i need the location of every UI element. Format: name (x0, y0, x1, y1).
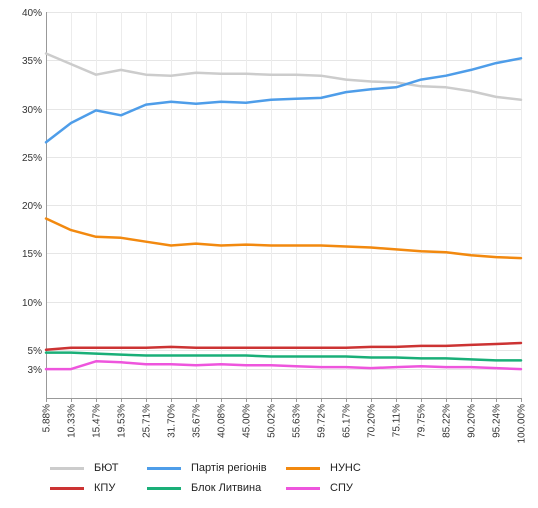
x-tick-label: 85.22% (442, 404, 453, 438)
y-tick-label: 35% (22, 56, 42, 67)
legend-swatch-lytvyn-bloc (147, 486, 181, 490)
x-tick-label: 100.00% (517, 404, 528, 444)
axes (46, 12, 522, 402)
x-tick-label: 5.88% (42, 404, 53, 432)
y-tick-label: 10% (22, 298, 42, 309)
x-axis-ticks: 5.88% 10.33% 15.47% 19.53% 25.71% 31.70% 35.67… (42, 404, 528, 444)
x-tick-label: 59.72% (317, 404, 328, 438)
legend-swatch-byut (50, 466, 84, 470)
x-tick-label: 75.11% (392, 404, 403, 437)
legend-label-spu: СПУ (330, 482, 353, 494)
x-tick-label: 15.47% (92, 404, 103, 438)
legend-swatch-nuns (286, 466, 320, 470)
legend-item-nuns[interactable]: НУНС (286, 462, 361, 474)
legend-item-byut[interactable]: БЮТ (50, 462, 118, 474)
series-lines (44, 52, 523, 371)
y-tick-label: 30% (22, 105, 42, 116)
x-tick-label: 55.63% (292, 404, 303, 438)
x-tick-label: 45.00% (242, 404, 253, 438)
y-tick-label: 20% (22, 201, 42, 212)
series-line-3[interactable] (44, 341, 523, 352)
x-tick-label: 31.70% (167, 404, 178, 438)
x-tick-label: 90.20% (467, 404, 478, 438)
x-tick-label: 65.17% (342, 404, 353, 438)
x-tick-label: 10.33% (67, 404, 78, 438)
y-tick-label: 40% (22, 8, 42, 19)
legend-label-byut: БЮТ (94, 462, 119, 474)
x-tick-label: 25.71% (142, 404, 153, 438)
x-tick-label: 95.24% (492, 404, 503, 438)
legend-item-party-of-regions[interactable]: Партія регіонів (147, 462, 267, 474)
legend-swatch-spu (286, 486, 320, 490)
x-tick-label: 70.20% (367, 404, 378, 438)
legend-item-kpu[interactable]: КПУ (50, 482, 115, 494)
series-line-0[interactable] (44, 52, 523, 102)
grid (46, 12, 522, 398)
legend-label-lytvyn-bloc: Блок Литвина (191, 482, 262, 494)
y-tick-label: 25% (22, 153, 42, 164)
y-tick-label: 5% (28, 346, 43, 357)
legend-item-lytvyn-bloc[interactable]: Блок Литвина (147, 482, 261, 494)
line-chart: 40% 35% 30% 25% 20% 15% 10% 5% 3% 5.88% 10.33% 15.… (22, 8, 528, 444)
legend-label-kpu: КПУ (94, 482, 116, 494)
legend-label-nuns: НУНС (330, 462, 361, 474)
x-tick-label: 19.53% (117, 404, 128, 438)
y-tick-label: 15% (22, 249, 42, 260)
series-line-1[interactable] (44, 57, 523, 144)
y-tick-label: 3% (28, 365, 43, 376)
legend-swatch-kpu (50, 486, 84, 490)
series-line-5[interactable] (44, 360, 523, 371)
x-tick-label: 40.08% (217, 404, 228, 438)
x-tick-label: 50.02% (267, 404, 278, 438)
series-line-4[interactable] (44, 351, 523, 362)
series-line-2[interactable] (44, 217, 523, 260)
legend-item-spu[interactable]: СПУ (286, 482, 353, 494)
y-axis-ticks: 40% 35% 30% 25% 20% 15% 10% 5% 3% (22, 8, 42, 376)
x-tick-label: 35.67% (192, 404, 203, 438)
legend-swatch-party-of-regions (147, 466, 181, 470)
x-tick-label: 79.75% (417, 404, 428, 438)
legend-label-party-of-regions: Партія регіонів (191, 462, 267, 474)
